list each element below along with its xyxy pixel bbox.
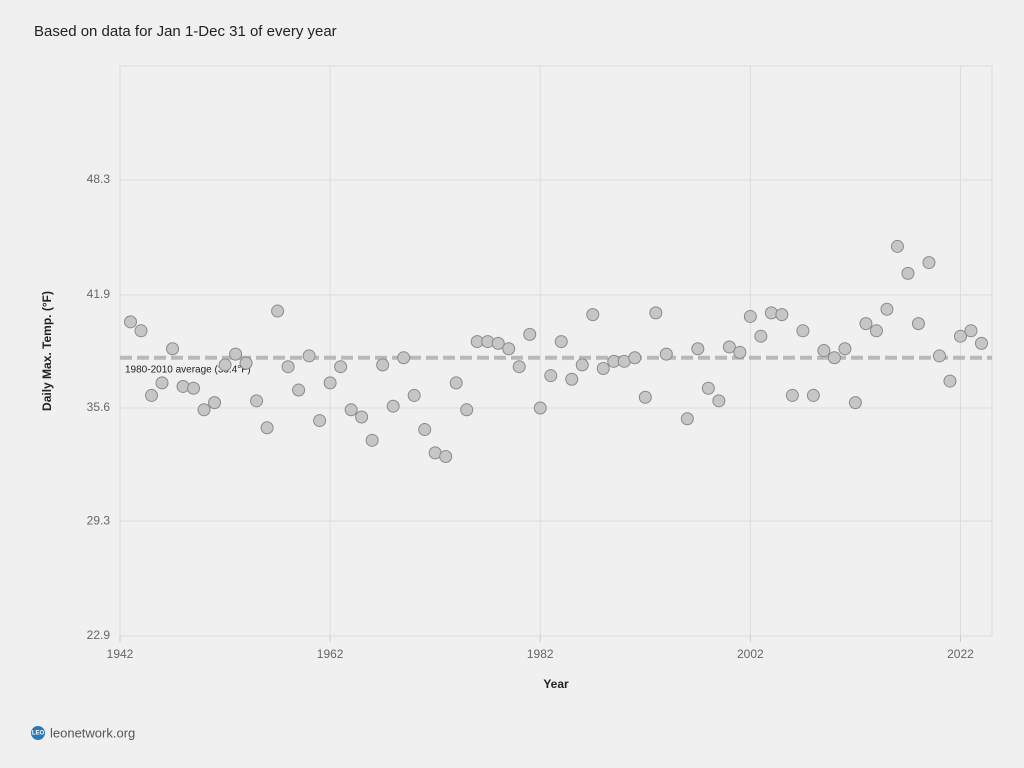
data-point bbox=[733, 345, 747, 359]
data-point bbox=[701, 381, 715, 395]
data-point bbox=[796, 324, 810, 338]
data-point bbox=[481, 335, 495, 349]
data-point bbox=[869, 324, 883, 338]
data-point bbox=[187, 381, 201, 395]
data-point bbox=[124, 315, 138, 329]
data-point bbox=[754, 329, 768, 343]
data-point bbox=[775, 308, 789, 322]
data-point bbox=[176, 379, 190, 393]
data-point bbox=[418, 423, 432, 437]
data-point bbox=[974, 336, 988, 350]
data-point bbox=[964, 324, 978, 338]
data-point bbox=[554, 335, 568, 349]
data-point bbox=[544, 369, 558, 383]
y-tick-label: 35.6 bbox=[87, 400, 111, 414]
x-tick-label: 2002 bbox=[737, 647, 764, 661]
data-point bbox=[365, 433, 379, 447]
data-point bbox=[260, 421, 274, 435]
x-axis-label: Year bbox=[543, 677, 569, 691]
data-point bbox=[586, 308, 600, 322]
data-point bbox=[302, 349, 316, 363]
data-point bbox=[449, 376, 463, 390]
data-point bbox=[901, 266, 915, 280]
x-tick-label: 1942 bbox=[107, 647, 134, 661]
data-point bbox=[922, 256, 936, 270]
data-point bbox=[649, 306, 663, 320]
data-point bbox=[229, 347, 243, 361]
data-point bbox=[523, 327, 537, 341]
x-tick-label: 2022 bbox=[947, 647, 974, 661]
data-point bbox=[943, 374, 957, 388]
data-point bbox=[166, 342, 180, 356]
y-tick-label: 48.3 bbox=[87, 172, 111, 186]
data-point bbox=[491, 336, 505, 350]
data-point bbox=[386, 399, 400, 413]
data-point bbox=[848, 396, 862, 410]
x-tick-label: 1982 bbox=[527, 647, 554, 661]
data-point bbox=[596, 362, 610, 376]
y-axis-label: Daily Max. Temp. (°F) bbox=[40, 291, 54, 411]
data-point bbox=[502, 342, 516, 356]
data-point bbox=[145, 388, 159, 402]
data-point bbox=[155, 376, 169, 390]
data-point bbox=[628, 351, 642, 365]
data-point bbox=[691, 342, 705, 356]
data-point bbox=[659, 347, 673, 361]
data-point bbox=[281, 360, 295, 374]
data-point bbox=[712, 394, 726, 408]
y-tick-label: 41.9 bbox=[87, 287, 111, 301]
data-point bbox=[827, 351, 841, 365]
data-point bbox=[250, 394, 264, 408]
x-tick-label: 1962 bbox=[317, 647, 344, 661]
data-point bbox=[680, 412, 694, 426]
data-point bbox=[638, 390, 652, 404]
data-point bbox=[460, 403, 474, 417]
data-point bbox=[911, 317, 925, 331]
y-tick-label: 22.9 bbox=[87, 628, 111, 642]
data-point bbox=[218, 358, 232, 372]
y-tick-label: 29.3 bbox=[87, 513, 111, 527]
data-point bbox=[323, 376, 337, 390]
data-point bbox=[890, 239, 904, 253]
data-point bbox=[334, 360, 348, 374]
data-point bbox=[743, 309, 757, 323]
data-point bbox=[953, 329, 967, 343]
data-point bbox=[208, 396, 222, 410]
data-point bbox=[533, 401, 547, 415]
data-point bbox=[838, 342, 852, 356]
data-point bbox=[271, 304, 285, 318]
data-point bbox=[817, 344, 831, 358]
data-point bbox=[407, 388, 421, 402]
logo-text: LEO bbox=[32, 731, 45, 737]
logo-icon bbox=[31, 726, 45, 740]
data-point bbox=[764, 306, 778, 320]
footer-link[interactable]: leonetwork.org bbox=[50, 725, 135, 740]
data-point bbox=[932, 349, 946, 363]
data-point bbox=[397, 351, 411, 365]
reference-label: 1980-2010 average (38.4°F) bbox=[125, 364, 251, 375]
data-point bbox=[376, 358, 390, 372]
data-point bbox=[565, 372, 579, 386]
data-point bbox=[859, 317, 873, 331]
data-point bbox=[785, 388, 799, 402]
data-point bbox=[512, 360, 526, 374]
data-point bbox=[806, 388, 820, 402]
data-point bbox=[575, 358, 589, 372]
data-point bbox=[292, 383, 306, 397]
data-point bbox=[197, 403, 211, 417]
data-point bbox=[439, 449, 453, 463]
data-point bbox=[344, 403, 358, 417]
data-point bbox=[355, 410, 369, 424]
data-point bbox=[722, 340, 736, 354]
data-point bbox=[134, 324, 148, 338]
data-point bbox=[880, 302, 894, 316]
data-point bbox=[239, 356, 253, 370]
plot-area bbox=[119, 65, 993, 637]
chart-title: Based on data for Jan 1-Dec 31 of every … bbox=[34, 23, 337, 40]
data-point bbox=[313, 414, 327, 428]
